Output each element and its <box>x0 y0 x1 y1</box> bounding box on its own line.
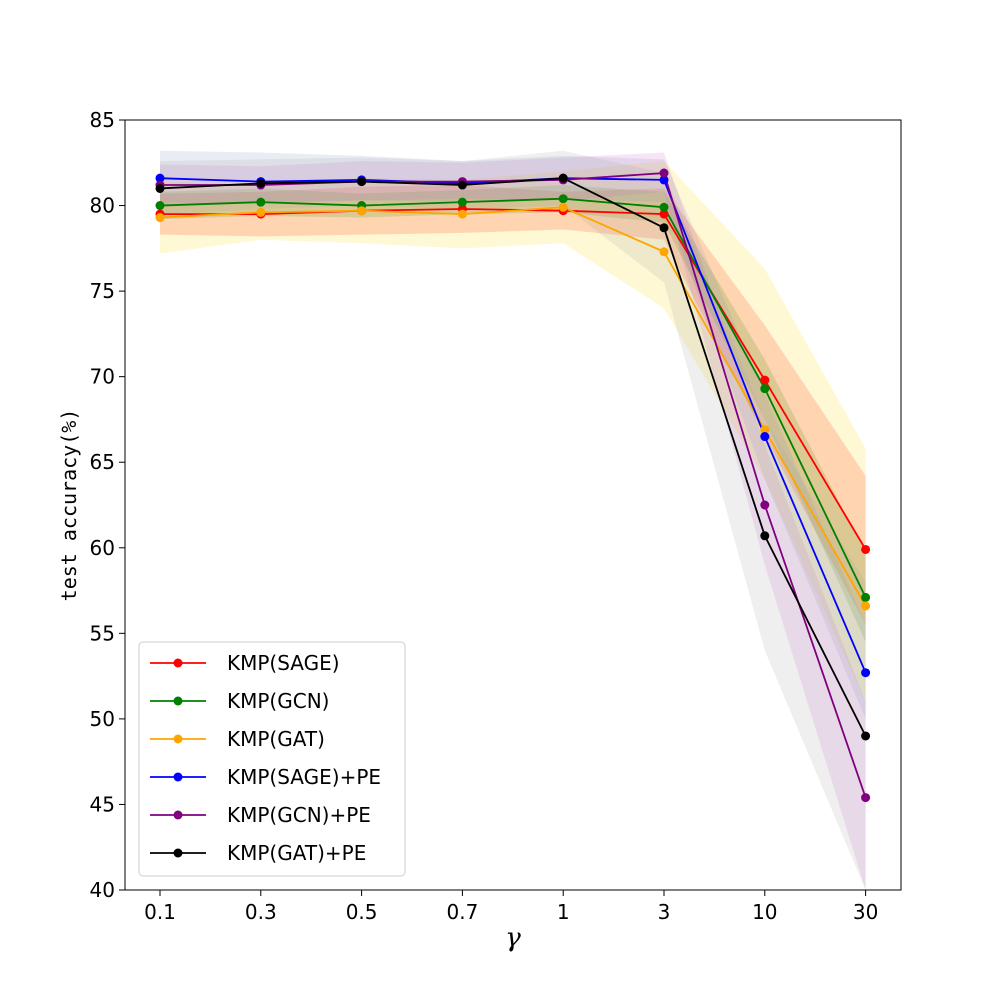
legend-label-kmp-sage-pe: KMP(SAGE)+PE <box>227 765 381 789</box>
point-kmp-gat-pe-1 <box>256 178 266 188</box>
point-kmp-gat-pe-7 <box>861 731 871 741</box>
line-kmp-gat-pe <box>159 177 867 737</box>
x-tick-label: 0.3 <box>245 900 277 924</box>
y-axis-label: test accuracy(%) <box>57 409 81 602</box>
point-kmp-sage-pe-0 <box>155 173 165 183</box>
point-kmp-gat-pe-6 <box>760 531 770 541</box>
point-kmp-gat-3 <box>457 209 467 219</box>
line-kmp-gcn <box>159 197 867 598</box>
line-kmp-gat <box>159 206 867 607</box>
legend-label-kmp-gcn-pe: KMP(GCN)+PE <box>227 803 371 827</box>
legend-swatch-marker-kmp-gat-pe <box>173 848 183 858</box>
x-tick-label: 0.5 <box>346 900 378 924</box>
point-kmp-gat-2 <box>357 206 367 216</box>
point-kmp-gat-1 <box>256 207 266 217</box>
point-kmp-gcn-4 <box>558 194 568 204</box>
x-tick-label: 3 <box>658 900 671 924</box>
y-tick-label: 50 <box>90 707 115 731</box>
plot-frame <box>124 119 902 891</box>
legend-label-kmp-gcn: KMP(GCN) <box>227 689 329 713</box>
point-kmp-gat-5 <box>659 247 669 257</box>
point-kmp-gat-pe-0 <box>155 183 165 193</box>
point-kmp-sage-7 <box>861 544 871 554</box>
y-tick-label: 70 <box>90 365 115 389</box>
band-kmp-sage <box>160 185 866 625</box>
point-kmp-gcn-3 <box>457 197 467 207</box>
point-kmp-gcn-pe-7 <box>861 793 871 803</box>
point-kmp-gat-7 <box>861 601 871 611</box>
y-tick-label: 55 <box>90 621 115 645</box>
x-tick-label: 0.1 <box>144 900 176 924</box>
legend: KMP(SAGE) KMP(GCN) KMP(GAT) KMP(SAGE)+PE KMP… <box>138 641 406 877</box>
point-kmp-sage-5 <box>659 209 669 219</box>
x-axis-label: γ <box>505 923 521 953</box>
point-kmp-gat-pe-4 <box>558 173 568 183</box>
y-tick-label: 60 <box>90 536 115 560</box>
point-kmp-sage-pe-7 <box>861 668 871 678</box>
y-tick-label: 40 <box>90 878 115 902</box>
x-tick-label: 30 <box>853 900 878 924</box>
legend-label-kmp-gat-pe: KMP(GAT)+PE <box>227 841 366 865</box>
y-tick-label: 45 <box>90 792 115 816</box>
legend-swatch-marker-kmp-gcn <box>173 696 183 706</box>
y-tick-label: 75 <box>90 279 115 303</box>
series-lines <box>159 172 867 798</box>
x-tick-label: 10 <box>752 900 777 924</box>
legend-swatch-marker-kmp-sage <box>173 658 183 668</box>
legend-swatch-marker-kmp-gat <box>173 734 183 744</box>
point-kmp-gcn-6 <box>760 384 770 394</box>
point-kmp-sage-pe-6 <box>760 432 770 442</box>
point-kmp-gcn-5 <box>659 202 669 212</box>
point-kmp-gat-6 <box>760 425 770 435</box>
y-tick-label: 65 <box>90 450 115 474</box>
y-tick-label: 80 <box>90 194 115 218</box>
point-kmp-gcn-0 <box>155 201 165 211</box>
point-kmp-gat-pe-5 <box>659 223 669 233</box>
point-kmp-gcn-1 <box>256 197 266 207</box>
legend-swatch-marker-kmp-gcn-pe <box>173 810 183 820</box>
legend-label-kmp-sage: KMP(SAGE) <box>227 651 340 675</box>
point-kmp-gcn-pe-5 <box>659 168 669 178</box>
y-tick-label: 85 <box>90 108 115 132</box>
x-axis-ticks: 0.1 0.3 0.5 0.7 1 3 10 30 <box>144 890 878 924</box>
point-kmp-sage-pe-5 <box>659 175 669 185</box>
series-points <box>155 168 871 803</box>
point-kmp-gat-pe-2 <box>357 177 367 187</box>
point-kmp-gcn-7 <box>861 592 871 602</box>
x-tick-label: 0.7 <box>446 900 478 924</box>
point-kmp-sage-6 <box>760 375 770 385</box>
y-axis-ticks: 40 45 50 55 60 65 70 75 80 85 <box>90 108 125 902</box>
point-kmp-gat-pe-3 <box>457 180 467 190</box>
x-tick-label: 1 <box>557 900 570 924</box>
point-kmp-gat-0 <box>155 213 165 223</box>
legend-label-kmp-gat: KMP(GAT) <box>227 727 325 751</box>
point-kmp-gat-4 <box>558 202 568 212</box>
legend-swatch-marker-kmp-sage-pe <box>173 772 183 782</box>
point-kmp-gcn-pe-6 <box>760 500 770 510</box>
band-kmp-gat-pe <box>160 150 866 890</box>
